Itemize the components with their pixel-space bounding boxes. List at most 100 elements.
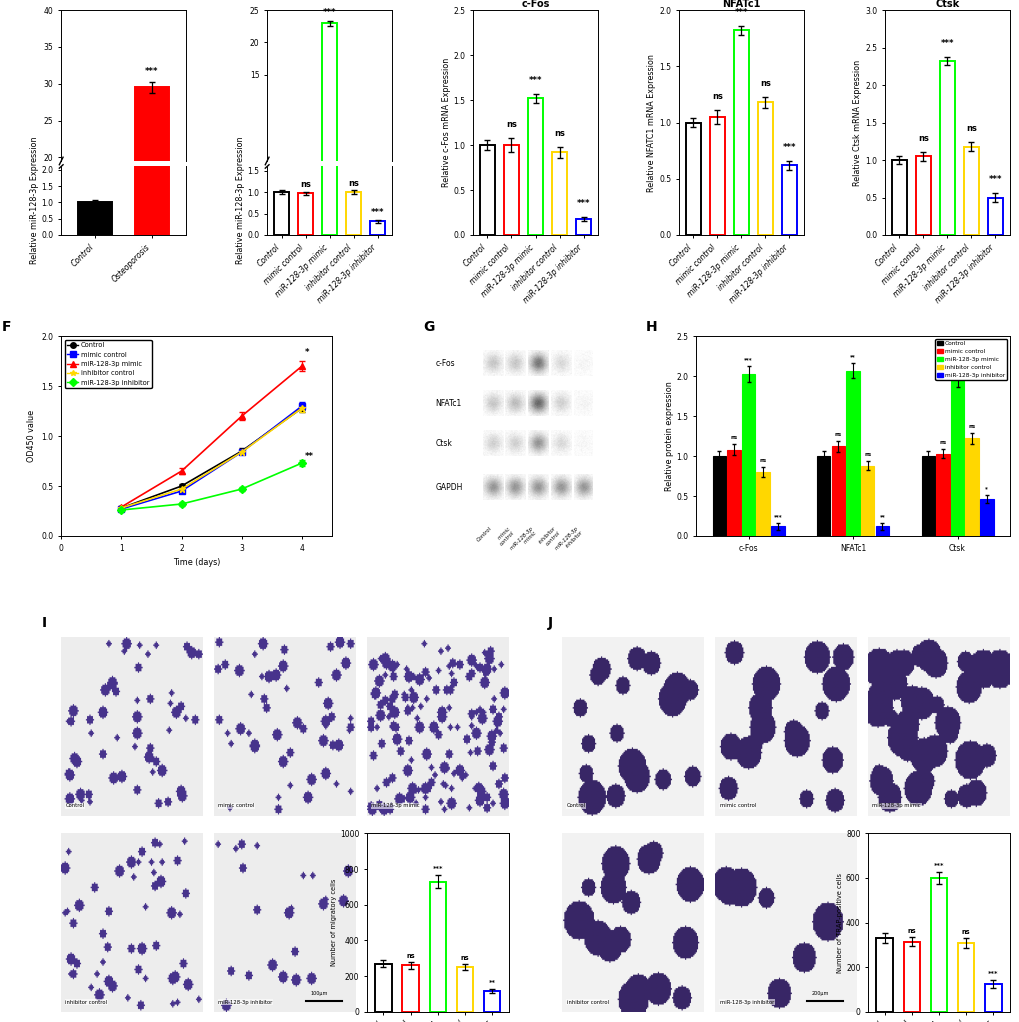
- Bar: [782, 166, 796, 235]
- Bar: [874, 526, 889, 536]
- Text: ns: ns: [300, 180, 311, 189]
- Bar: [274, 192, 288, 235]
- Bar: [457, 967, 473, 1012]
- Bar: [830, 447, 845, 536]
- Bar: [346, 165, 361, 172]
- Bar: [403, 966, 419, 1012]
- Text: G: G: [423, 320, 434, 334]
- Text: ***: ***: [987, 175, 1001, 184]
- Bar: [274, 165, 288, 172]
- Text: ***: ***: [782, 143, 796, 152]
- Bar: [709, 117, 723, 235]
- Text: ***: ***: [772, 514, 782, 519]
- Text: ***: ***: [432, 866, 442, 872]
- Bar: [770, 526, 784, 536]
- Text: ns: ns: [961, 929, 970, 935]
- Text: miR-128-3p mimic: miR-128-3p mimic: [371, 803, 420, 808]
- Bar: [484, 991, 500, 1012]
- Bar: [860, 466, 873, 536]
- Bar: [816, 456, 829, 536]
- Bar: [984, 984, 1001, 1012]
- Text: *: *: [305, 349, 309, 357]
- Bar: [875, 938, 892, 1012]
- Text: ***: ***: [371, 208, 384, 218]
- Text: ***: ***: [953, 363, 961, 368]
- Bar: [963, 146, 977, 235]
- Bar: [940, 61, 954, 235]
- Text: ns: ns: [965, 124, 976, 133]
- Bar: [528, 98, 542, 235]
- Text: inhibitor control: inhibitor control: [566, 1000, 608, 1005]
- Text: ns: ns: [711, 92, 722, 101]
- Text: Ctsk: Ctsk: [435, 438, 452, 448]
- Bar: [757, 102, 772, 235]
- Text: Control: Control: [65, 803, 85, 808]
- Text: mimic control: mimic control: [718, 803, 755, 808]
- Y-axis label: Relative NFATC1 mRNA Expression: Relative NFATC1 mRNA Expression: [647, 54, 656, 191]
- Bar: [935, 454, 949, 536]
- Text: miR-128-3p mimic: miR-128-3p mimic: [871, 803, 920, 808]
- Text: ns: ns: [907, 928, 915, 933]
- Text: ***: ***: [145, 67, 159, 77]
- Bar: [298, 165, 313, 172]
- X-axis label: Time (days): Time (days): [173, 558, 220, 567]
- Bar: [135, 0, 169, 235]
- Bar: [979, 499, 993, 536]
- Bar: [892, 160, 906, 235]
- Y-axis label: Relative Ctsk mRNA Expression: Relative Ctsk mRNA Expression: [853, 59, 862, 186]
- Bar: [987, 197, 1002, 235]
- Text: GAPDH: GAPDH: [435, 482, 463, 492]
- Bar: [712, 456, 726, 536]
- Bar: [727, 450, 740, 536]
- Text: c-Fos: c-Fos: [435, 359, 454, 368]
- Text: J: J: [547, 616, 552, 630]
- Text: H: H: [645, 320, 657, 334]
- Bar: [346, 192, 361, 235]
- Text: Control: Control: [566, 803, 585, 808]
- Text: ns: ns: [505, 120, 517, 129]
- Text: ns: ns: [347, 179, 359, 188]
- Text: ns: ns: [461, 955, 469, 961]
- Bar: [965, 438, 978, 536]
- Y-axis label: Relative miR-128-3p Expression: Relative miR-128-3p Expression: [30, 137, 39, 265]
- Text: ***: ***: [744, 357, 752, 362]
- Text: mimic
control: mimic control: [494, 526, 516, 547]
- Bar: [756, 472, 769, 536]
- Text: ns: ns: [759, 458, 766, 463]
- Text: inhibitor control: inhibitor control: [65, 1000, 107, 1005]
- Y-axis label: Relative miR-128-3p Expression: Relative miR-128-3p Expression: [235, 137, 245, 265]
- Text: ns: ns: [834, 432, 841, 436]
- Text: ns: ns: [917, 134, 928, 143]
- Bar: [915, 156, 929, 235]
- Text: 200μm: 200μm: [811, 990, 828, 995]
- Text: NFATc1: NFATc1: [435, 399, 462, 408]
- Text: inhibitor
control: inhibitor control: [537, 526, 560, 549]
- Bar: [551, 152, 567, 235]
- Text: **: **: [488, 980, 495, 986]
- Text: ns: ns: [968, 424, 975, 429]
- Text: ***: ***: [322, 8, 336, 17]
- Bar: [135, 88, 169, 305]
- Text: ***: ***: [940, 40, 953, 48]
- Bar: [741, 374, 754, 536]
- Title: NFATc1: NFATc1: [721, 0, 760, 9]
- Text: **: **: [849, 355, 855, 360]
- Text: ***: ***: [932, 863, 944, 869]
- Y-axis label: Number of migratory cells: Number of migratory cells: [331, 879, 337, 966]
- Bar: [846, 371, 859, 536]
- Bar: [930, 878, 947, 1012]
- Text: mimic control: mimic control: [218, 803, 255, 808]
- Title: c-Fos: c-Fos: [521, 0, 549, 9]
- Bar: [375, 964, 391, 1012]
- Text: ns: ns: [730, 435, 737, 440]
- Y-axis label: Relative protein expression: Relative protein expression: [664, 381, 674, 491]
- Text: miR-128-3p
mimic: miR-128-3p mimic: [508, 526, 538, 555]
- Bar: [920, 456, 934, 536]
- Text: ***: ***: [576, 199, 590, 208]
- Text: miR-128-3p inhibitor: miR-128-3p inhibitor: [718, 1000, 773, 1005]
- Bar: [503, 145, 519, 235]
- Y-axis label: OD450 value: OD450 value: [26, 410, 36, 462]
- Text: I: I: [42, 616, 47, 630]
- Text: ***: ***: [987, 971, 998, 977]
- Bar: [78, 202, 112, 235]
